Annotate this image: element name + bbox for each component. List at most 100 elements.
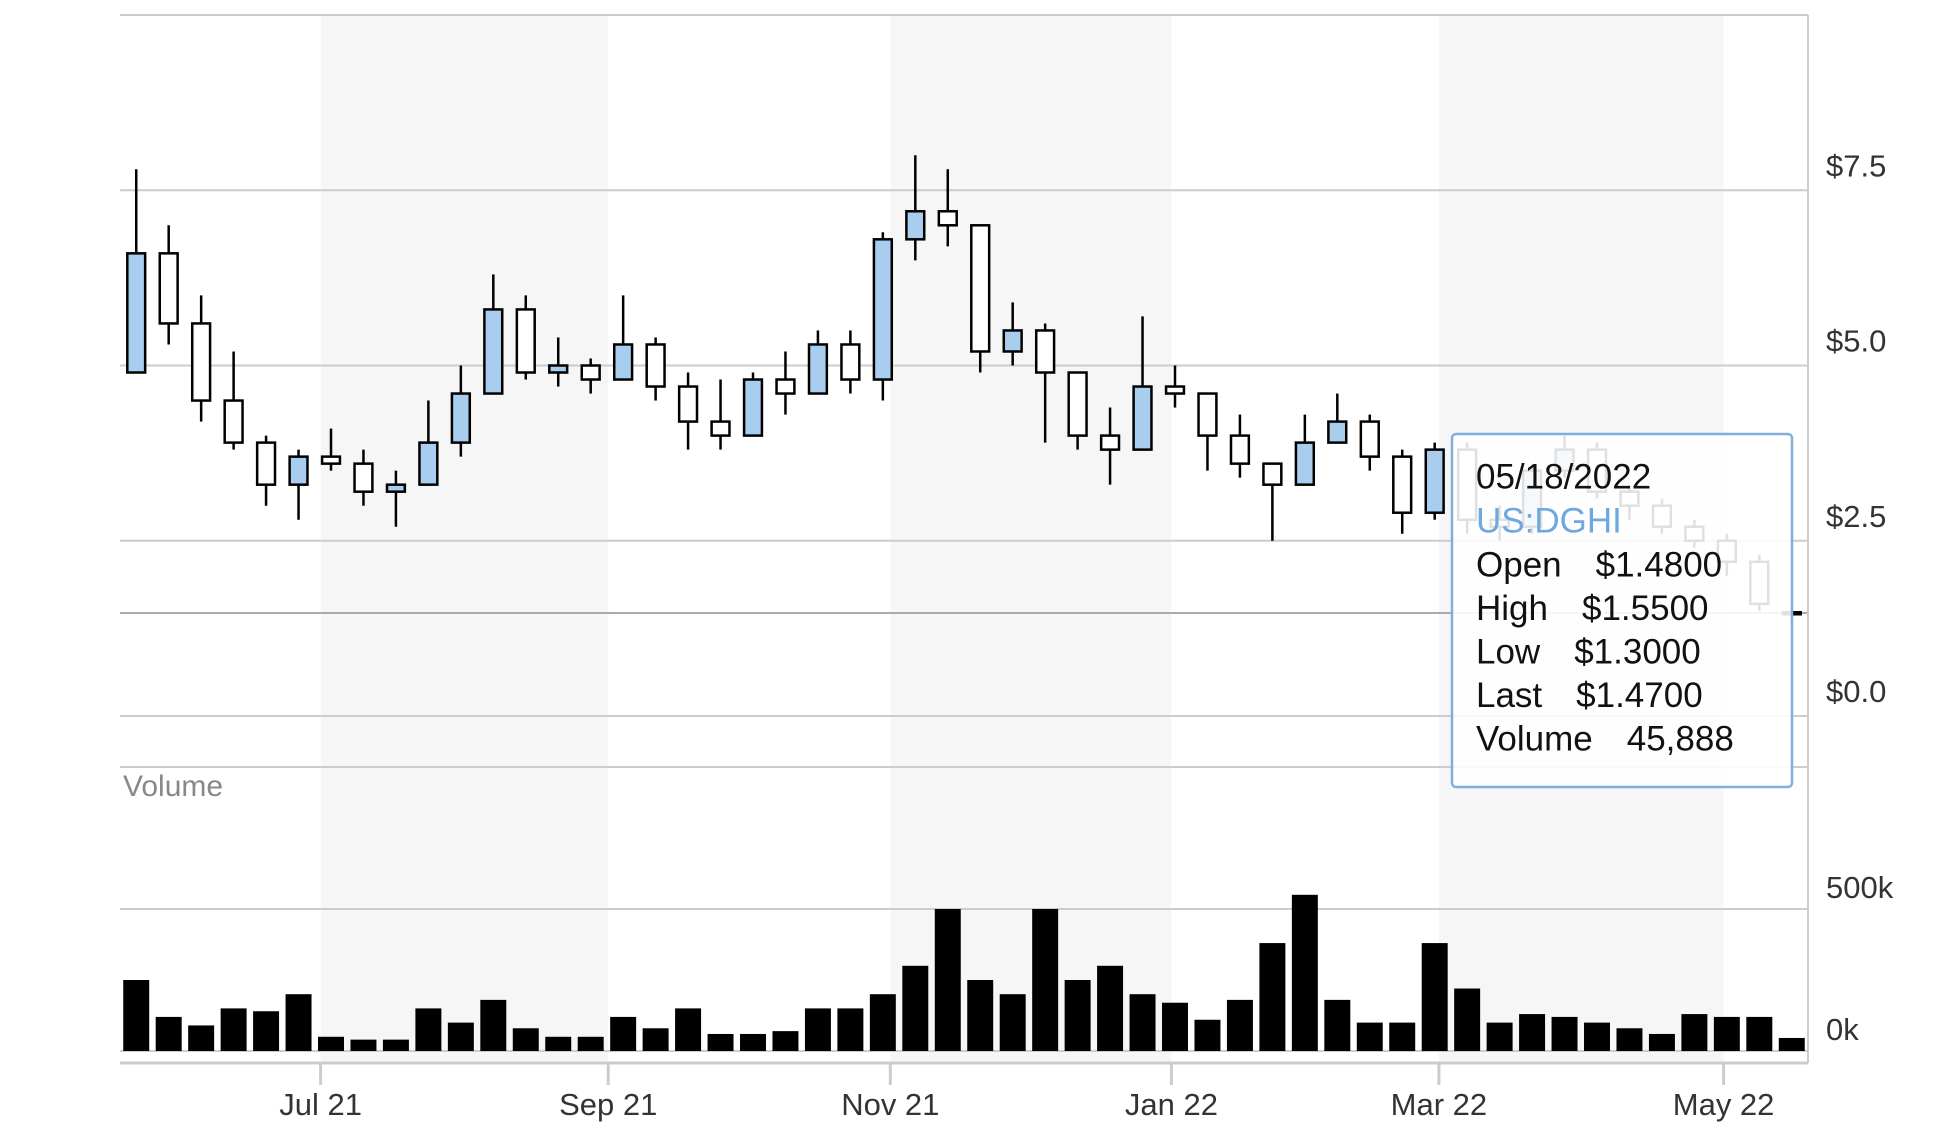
volume-bar — [1194, 1019, 1221, 1051]
candle-body — [255, 441, 277, 486]
tooltip-value: $1.3000 — [1574, 632, 1701, 671]
x-tick-label: May 22 — [1673, 1087, 1775, 1122]
candle-body — [1359, 420, 1380, 458]
volume-bar — [155, 1016, 182, 1051]
volume-label: Volume — [123, 770, 223, 803]
tooltip-value: $1.5500 — [1582, 589, 1709, 628]
candle-body — [1392, 455, 1413, 514]
candle-body — [1132, 385, 1153, 451]
volume-bar — [1746, 1016, 1773, 1051]
volume-bar — [1389, 1022, 1416, 1051]
candle-body — [612, 343, 634, 381]
volume-bar — [123, 980, 150, 1051]
tooltip-label: Volume — [1476, 719, 1593, 758]
candle-body — [320, 455, 342, 465]
y-tick-label: 0k — [1826, 1012, 1859, 1047]
tooltip-symbol: US:DGHI — [1476, 501, 1622, 540]
volume-bar — [1519, 1014, 1546, 1051]
volume-bar — [220, 1008, 247, 1051]
tooltip-date: 05/18/2022 — [1476, 457, 1651, 496]
candle-body — [158, 252, 179, 325]
candle-body — [515, 308, 536, 374]
volume-bar — [1259, 943, 1286, 1051]
volume-bar — [837, 1008, 864, 1051]
volume-bar — [1226, 999, 1253, 1051]
y-tick-label: $0.0 — [1826, 674, 1886, 709]
volume-bar — [934, 909, 961, 1051]
candle-body — [418, 441, 439, 486]
tooltip-value: $1.4800 — [1596, 545, 1723, 584]
candle-body — [710, 420, 731, 437]
volume-bar — [350, 1039, 377, 1051]
volume-bar — [1324, 999, 1351, 1051]
marks — [123, 155, 1805, 1051]
volume-bar — [1616, 1028, 1643, 1051]
volume-bar — [902, 965, 929, 1051]
candle-body — [872, 238, 894, 381]
candle-body — [353, 462, 374, 493]
candle-body — [288, 455, 309, 486]
volume-bar — [610, 1016, 637, 1051]
volume-bar — [415, 1008, 442, 1051]
tooltip-label: Open — [1476, 545, 1562, 584]
candle-body — [1164, 385, 1186, 395]
tooltip-value: 45,888 — [1627, 719, 1734, 758]
volume-bar — [480, 999, 507, 1051]
x-tick-label: Jan 22 — [1125, 1087, 1218, 1122]
volume-bar — [1032, 909, 1059, 1051]
candle-body — [1034, 329, 1056, 374]
tooltip-value: $1.4700 — [1576, 676, 1703, 715]
volume-bar — [253, 1011, 280, 1051]
candle-body — [1327, 420, 1348, 444]
volume-bar — [1681, 1014, 1708, 1051]
candle-body — [677, 385, 699, 423]
candle-body — [190, 322, 212, 402]
candle-body — [1262, 462, 1283, 486]
candle-body — [580, 364, 601, 381]
volume-bar — [1454, 988, 1481, 1051]
volume-bar — [382, 1039, 409, 1051]
candle-body — [483, 308, 504, 395]
volume-bar — [740, 1033, 766, 1051]
candle-body — [126, 252, 147, 374]
tooltip-label: Last — [1476, 676, 1542, 715]
x-tick-label: Jul 21 — [279, 1087, 362, 1122]
candle-body — [645, 343, 666, 388]
candle-body — [970, 224, 991, 353]
volume-bar — [1356, 1022, 1383, 1051]
tooltip-box — [1450, 432, 1794, 789]
y-tick-label: 500k — [1826, 870, 1894, 905]
volume-bar — [772, 1031, 799, 1051]
candle-body — [385, 483, 407, 493]
x-tick-label: Mar 22 — [1391, 1087, 1487, 1122]
volume-bar — [1778, 1037, 1805, 1051]
volume-bar — [642, 1028, 669, 1051]
volume-bar — [188, 1025, 215, 1051]
candle-body — [1229, 434, 1251, 465]
candle-body — [1067, 371, 1088, 437]
candle-body — [1424, 448, 1445, 514]
x-tick-label: Sep 21 — [559, 1087, 657, 1122]
candle-body — [548, 364, 569, 374]
volume-bar — [707, 1033, 734, 1051]
candle-body — [1197, 392, 1218, 437]
volume-bar — [967, 980, 994, 1051]
shade-band — [890, 15, 1172, 1063]
tooltip-label: High — [1476, 589, 1548, 628]
candle-body — [937, 210, 958, 227]
candle-body — [1002, 329, 1023, 353]
volume-bar — [318, 1036, 344, 1051]
volume-bar — [1421, 943, 1448, 1051]
tooltip-label: Low — [1476, 632, 1541, 671]
candle-body — [223, 399, 244, 444]
candle-body — [742, 378, 764, 437]
volume-bar — [1129, 994, 1156, 1051]
tooltip: 05/18/2022 US:DGHI Open $1.4800 High $1.5500 L… — [1450, 432, 1794, 789]
y-tick-label: $2.5 — [1826, 499, 1886, 534]
volume-bar — [1162, 1002, 1188, 1051]
volume-bar — [999, 994, 1026, 1051]
labels: Jul 21 Sep 21 Nov 21 Jan 22 Mar 22 May 22 $0.0… — [279, 148, 1893, 1122]
volume-bar — [1486, 1022, 1513, 1051]
volume-bar — [675, 1008, 702, 1051]
